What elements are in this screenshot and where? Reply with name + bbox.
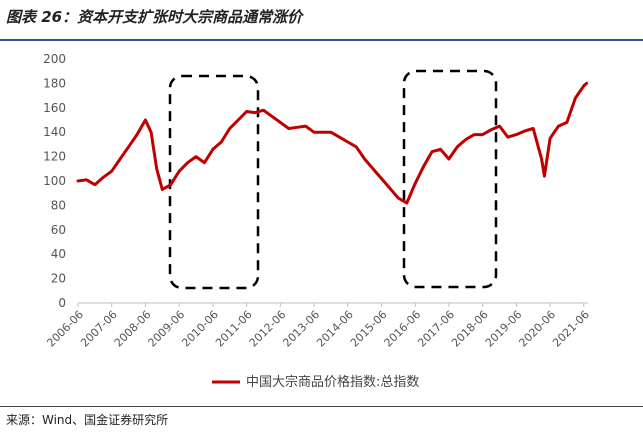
y-tick-label: 80 xyxy=(51,198,66,212)
footer-divider xyxy=(0,406,643,407)
highlight-box-2016-2018 xyxy=(402,69,498,289)
y-tick-label: 140 xyxy=(43,125,66,139)
y-tick-label: 180 xyxy=(43,76,66,90)
chart-legend: 中国大宗商品价格指数:总指数 xyxy=(212,374,419,390)
chart-series xyxy=(76,81,589,205)
title-divider xyxy=(0,39,643,41)
source-note: 来源：Wind、国金证券研究所 xyxy=(6,413,169,427)
series-line-0 xyxy=(76,81,589,205)
figure-title: 图表 26：资本开支扩张时大宗商品通常涨价 xyxy=(6,8,303,26)
y-tick-label: 100 xyxy=(43,174,66,188)
y-tick-label: 200 xyxy=(43,52,66,66)
x-tick-label: 2021-06 xyxy=(550,308,592,350)
line-chart: 0204060801001201401601802002006-062007-0… xyxy=(43,52,592,390)
highlight-boxes xyxy=(168,69,498,290)
y-tick-label: 40 xyxy=(51,247,66,261)
y-tick-label: 20 xyxy=(51,272,66,286)
y-tick-label: 0 xyxy=(58,296,66,310)
highlight-box-2009-2011 xyxy=(168,74,260,290)
y-tick-label: 160 xyxy=(43,101,66,115)
y-tick-label: 60 xyxy=(51,223,66,237)
legend-label: 中国大宗商品价格指数:总指数 xyxy=(246,374,419,390)
chart-axes: 0204060801001201401601802002006-062007-0… xyxy=(43,52,592,350)
y-tick-label: 120 xyxy=(43,150,66,164)
